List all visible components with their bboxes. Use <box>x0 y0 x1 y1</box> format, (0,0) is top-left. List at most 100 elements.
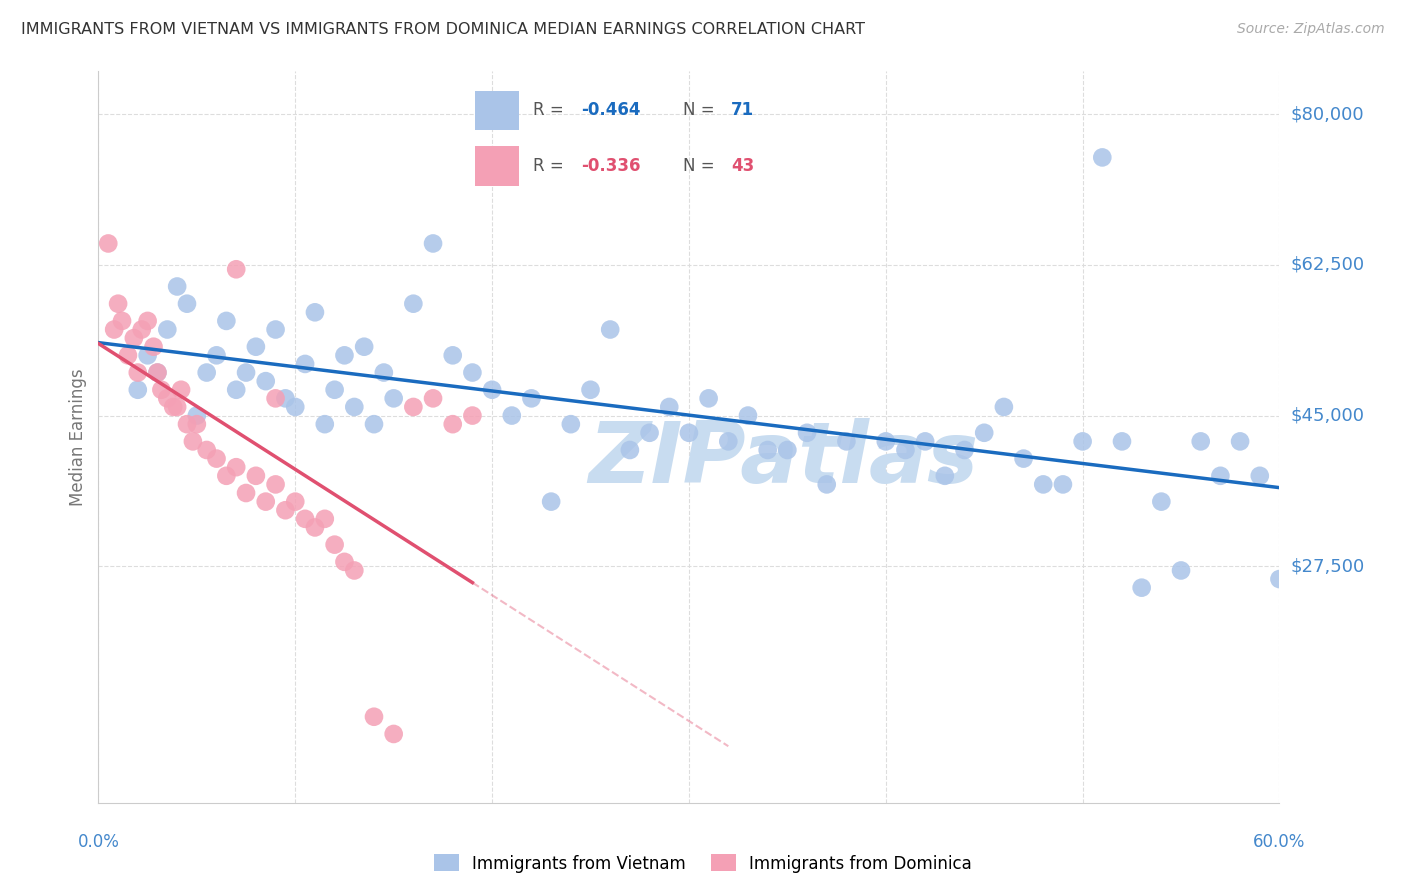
Point <box>323 383 346 397</box>
Text: ZIPatlas: ZIPatlas <box>588 417 979 500</box>
Point <box>131 322 153 336</box>
Point <box>142 340 165 354</box>
Point <box>245 340 267 354</box>
Point <box>284 400 307 414</box>
Point <box>170 383 193 397</box>
Point <box>127 383 149 397</box>
Text: $27,500: $27,500 <box>1291 558 1365 575</box>
Point <box>107 296 129 310</box>
Y-axis label: Median Earnings: Median Earnings <box>69 368 87 506</box>
Point <box>343 564 366 578</box>
Point <box>1052 477 1074 491</box>
Point <box>215 468 238 483</box>
Point <box>254 374 277 388</box>
Point <box>875 434 897 449</box>
Point <box>181 434 204 449</box>
Point <box>225 262 247 277</box>
Text: 60.0%: 60.0% <box>1253 833 1306 851</box>
Point <box>422 236 444 251</box>
Point <box>382 392 405 406</box>
Point <box>402 296 425 310</box>
Point <box>235 486 257 500</box>
Point <box>993 400 1015 414</box>
Point <box>737 409 759 423</box>
Text: -0.336: -0.336 <box>581 157 641 175</box>
Point <box>304 520 326 534</box>
Point <box>520 392 543 406</box>
Point <box>540 494 562 508</box>
Point <box>441 417 464 432</box>
Text: N =: N = <box>683 157 720 175</box>
Point <box>1249 468 1271 483</box>
Point <box>1229 434 1251 449</box>
Point <box>1189 434 1212 449</box>
Point <box>599 322 621 336</box>
Point <box>441 348 464 362</box>
Point <box>245 468 267 483</box>
Text: IMMIGRANTS FROM VIETNAM VS IMMIGRANTS FROM DOMINICA MEDIAN EARNINGS CORRELATION : IMMIGRANTS FROM VIETNAM VS IMMIGRANTS FR… <box>21 22 865 37</box>
Text: $45,000: $45,000 <box>1291 407 1365 425</box>
Point <box>914 434 936 449</box>
Point <box>1130 581 1153 595</box>
Text: $80,000: $80,000 <box>1291 105 1364 123</box>
Point <box>186 409 208 423</box>
Point <box>422 392 444 406</box>
Point <box>382 727 405 741</box>
Point <box>481 383 503 397</box>
Point <box>284 494 307 508</box>
Point <box>461 366 484 380</box>
Point <box>973 425 995 440</box>
FancyBboxPatch shape <box>475 91 519 130</box>
Point <box>205 348 228 362</box>
Point <box>333 348 356 362</box>
Point <box>166 400 188 414</box>
Point <box>333 555 356 569</box>
Point <box>166 279 188 293</box>
Point <box>835 434 858 449</box>
Point <box>402 400 425 414</box>
Point <box>579 383 602 397</box>
Text: -0.464: -0.464 <box>581 102 641 120</box>
Point <box>122 331 145 345</box>
Point <box>1150 494 1173 508</box>
Text: $62,500: $62,500 <box>1291 256 1365 274</box>
Point <box>658 400 681 414</box>
Point <box>815 477 838 491</box>
Point <box>225 383 247 397</box>
Point <box>103 322 125 336</box>
Point <box>619 442 641 457</box>
Text: 0.0%: 0.0% <box>77 833 120 851</box>
Point <box>146 366 169 380</box>
Point <box>127 366 149 380</box>
Point <box>176 417 198 432</box>
Point <box>150 383 173 397</box>
Point <box>264 392 287 406</box>
Point <box>560 417 582 432</box>
Point <box>264 477 287 491</box>
FancyBboxPatch shape <box>475 146 519 186</box>
Point <box>205 451 228 466</box>
Point <box>678 425 700 440</box>
Point <box>225 460 247 475</box>
Point <box>156 392 179 406</box>
Point <box>353 340 375 354</box>
Point <box>323 538 346 552</box>
Point <box>776 442 799 457</box>
Point <box>1071 434 1094 449</box>
Point <box>97 236 120 251</box>
Point <box>638 425 661 440</box>
Point <box>363 417 385 432</box>
Point <box>156 322 179 336</box>
Point <box>314 512 336 526</box>
Point <box>363 710 385 724</box>
Point <box>195 442 218 457</box>
Text: Source: ZipAtlas.com: Source: ZipAtlas.com <box>1237 22 1385 37</box>
Point <box>717 434 740 449</box>
Point <box>176 296 198 310</box>
Point <box>501 409 523 423</box>
Text: N =: N = <box>683 102 720 120</box>
Point <box>1012 451 1035 466</box>
Point <box>894 442 917 457</box>
Point <box>1091 150 1114 164</box>
Point <box>304 305 326 319</box>
